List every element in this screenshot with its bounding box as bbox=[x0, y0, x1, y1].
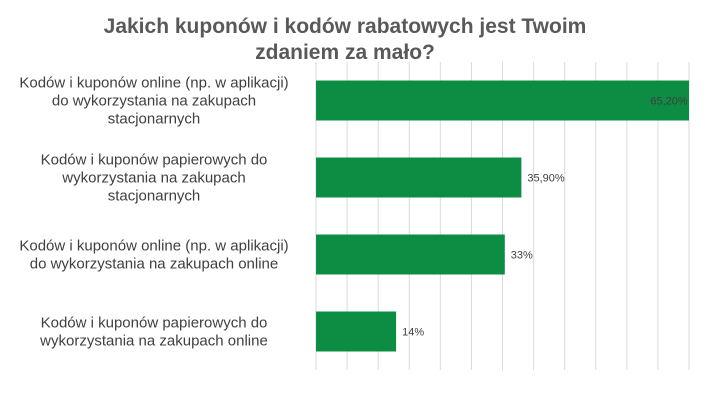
bar-3 bbox=[316, 234, 505, 275]
category-label-2: Kodów i kuponów papierowych do wykorzysta… bbox=[41, 152, 268, 205]
value-labels: 65,20% 35,90% 33% 14% bbox=[402, 96, 688, 339]
bar-2 bbox=[316, 157, 522, 198]
category-label-3: Kodów i kuponów online (np. w aplikacji)… bbox=[19, 238, 288, 273]
category-label-line: stacjonarnych bbox=[108, 111, 201, 128]
category-label-line: wykorzystania na zakupach bbox=[61, 170, 245, 187]
category-labels: Kodów i kuponów online (np. w aplikacji)… bbox=[19, 75, 288, 350]
category-label-line: wykorzystania na zakupach online bbox=[39, 333, 268, 350]
category-label-4: Kodów i kuponów papierowych do wykorzysta… bbox=[39, 315, 268, 350]
chart-title: Jakich kuponów i kodów rabatowych jest T… bbox=[0, 14, 690, 66]
value-label-1: 65,20% bbox=[650, 96, 688, 108]
category-label-line: Kodów i kuponów papierowych do bbox=[41, 315, 268, 332]
category-label-line: Kodów i kuponów online (np. w aplikacji) bbox=[19, 75, 288, 92]
category-label-line: do wykorzystania na zakupach bbox=[52, 93, 256, 110]
chart-title-line-2: zdaniem za mało? bbox=[255, 41, 435, 64]
chart-title-line-1: Jakich kuponów i kodów rabatowych jest T… bbox=[103, 15, 587, 38]
category-label-line: stacjonarnych bbox=[108, 188, 201, 205]
value-label-2: 35,90% bbox=[527, 173, 565, 185]
bar-1 bbox=[316, 80, 689, 121]
bar-4 bbox=[316, 311, 397, 352]
value-label-3: 33% bbox=[511, 250, 533, 262]
category-label-1: Kodów i kuponów online (np. w aplikacji)… bbox=[19, 75, 288, 128]
category-label-line: Kodów i kuponów papierowych do bbox=[41, 152, 268, 169]
value-label-4: 14% bbox=[402, 327, 424, 339]
category-label-line: Kodów i kuponów online (np. w aplikacji) bbox=[19, 238, 288, 255]
category-label-line: do wykorzystania na zakupach online bbox=[30, 256, 278, 273]
bars bbox=[316, 80, 689, 352]
